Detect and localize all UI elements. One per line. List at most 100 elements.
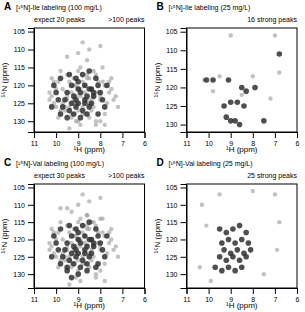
y-tick-label: 105: [13, 184, 25, 191]
x-tick: 6: [143, 288, 147, 303]
panel-title: [¹⁵N]-Ile labeling (25 mg/L): [169, 4, 251, 12]
y-tick: 115: [166, 219, 186, 226]
peak: [60, 254, 66, 260]
peak: [64, 115, 70, 121]
y-tick-label: 105: [166, 28, 178, 35]
peak: [98, 216, 102, 220]
x-tick-mark: [100, 288, 101, 294]
peak: [47, 248, 51, 252]
peak: [221, 247, 227, 253]
peak: [85, 58, 89, 62]
peak: [62, 247, 68, 253]
plot-frame: [187, 28, 298, 132]
y-tick: 115: [166, 66, 186, 73]
peak: [86, 68, 92, 74]
x-tick-label: 10: [205, 140, 213, 147]
y-tick: 115: [14, 64, 34, 71]
peak: [210, 77, 216, 83]
series: [47, 192, 120, 287]
y-axis-title: ¹⁵N (ppm): [0, 62, 9, 97]
peak: [219, 240, 225, 246]
peak: [58, 111, 64, 117]
y-tick: 110: [14, 46, 34, 53]
peak: [230, 254, 236, 260]
peak: [98, 119, 102, 123]
x-tick-label: 7: [273, 140, 277, 147]
peak: [75, 79, 81, 85]
y-tick-label: 130: [13, 271, 25, 278]
peak: [86, 86, 92, 92]
peak: [232, 118, 238, 124]
peak: [262, 272, 266, 276]
series: [204, 51, 283, 127]
peak: [49, 254, 55, 260]
peak: [86, 237, 92, 243]
peak: [114, 244, 118, 248]
peak: [47, 90, 51, 94]
peak: [103, 262, 107, 266]
x-tick-mark: [275, 288, 276, 294]
peak: [239, 85, 245, 91]
peak: [74, 119, 78, 123]
y-tick-label: 120: [13, 82, 25, 89]
plot-frame: [34, 184, 145, 288]
peak: [223, 114, 229, 120]
series: [212, 223, 253, 274]
peak: [80, 257, 86, 263]
series: [47, 40, 120, 130]
y-axis: 105110115120125130: [166, 28, 187, 132]
y-tick-mark: [28, 205, 34, 206]
y-axis: 105110115120125130: [166, 184, 187, 288]
y-tick-mark: [28, 32, 34, 33]
y-tick: 105: [13, 184, 34, 191]
peak: [58, 75, 64, 81]
x-tick: 11: [31, 288, 38, 303]
y-tick: 110: [14, 202, 34, 209]
peak: [100, 65, 104, 69]
x-tick-mark: [78, 132, 79, 138]
peak: [100, 97, 106, 103]
x-tick-mark: [231, 288, 232, 294]
peak: [239, 237, 245, 243]
x-tick-label: 6: [143, 296, 147, 303]
y-tick-mark: [28, 103, 34, 104]
annotation: 25 strong peaks: [247, 172, 297, 180]
peak: [114, 94, 118, 98]
peak: [226, 237, 232, 243]
peak: [67, 126, 71, 130]
peak: [64, 90, 70, 96]
peak: [239, 264, 245, 270]
x-tick-mark: [56, 288, 57, 294]
peak: [98, 240, 104, 246]
peak: [78, 279, 82, 283]
peak: [83, 83, 87, 87]
peak: [76, 203, 80, 207]
peak: [84, 111, 90, 117]
y-tick: 120: [166, 84, 187, 91]
peak: [73, 104, 79, 110]
y-tick-label: 125: [166, 103, 178, 110]
peak: [47, 98, 51, 102]
peak: [69, 83, 75, 89]
panel-title: [¹⁵N]-Ile labeling (100 mg/L): [16, 4, 102, 12]
y-tick-mark: [28, 85, 34, 86]
x-tick: 7: [121, 288, 125, 303]
y-tick-mark: [181, 222, 187, 223]
peak: [240, 93, 244, 97]
y-tick-mark: [28, 239, 34, 240]
x-tick: 7: [121, 132, 125, 147]
x-axis-line: [187, 133, 298, 139]
peak: [71, 261, 77, 267]
x-tick: 10: [205, 288, 213, 303]
x-axis-title: ¹H (ppm): [73, 301, 105, 310]
y-tick: 125: [166, 254, 187, 261]
x-tick-label: 11: [31, 296, 38, 303]
x-tick-label: 10: [53, 296, 61, 303]
x-tick-mark: [145, 288, 146, 294]
peak: [82, 101, 88, 107]
y-tick-label: 130: [13, 118, 25, 125]
peak: [69, 233, 75, 239]
peak: [200, 203, 204, 207]
peak: [103, 112, 107, 116]
peak: [73, 97, 79, 103]
